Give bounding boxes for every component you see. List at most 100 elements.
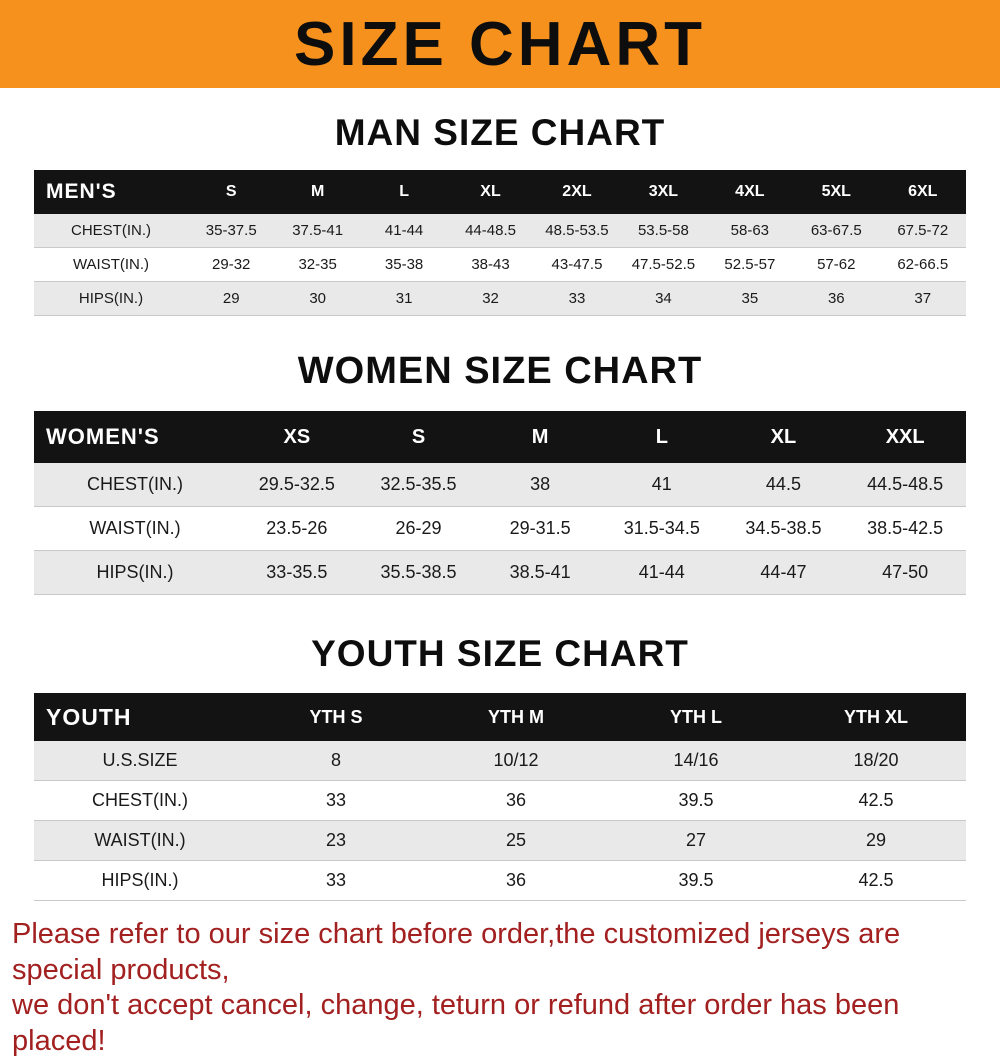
women-size-table: WOMEN'S XS S M L XL XXL CHEST(IN.) 29.5-…: [34, 411, 966, 595]
women-chart-heading: WOMEN SIZE CHART: [297, 350, 703, 392]
size-cell: 31.5-34.5: [623, 518, 700, 538]
women-table-label: WOMEN'S: [46, 424, 160, 449]
size-cell: 23.5-26: [266, 518, 328, 538]
youth-table-label: YOUTH: [46, 703, 132, 730]
size-column-header: XXL: [885, 425, 925, 448]
size-cell: 36: [827, 290, 845, 307]
size-cell: 35-38: [384, 256, 424, 273]
size-cell: 27: [685, 830, 707, 850]
size-cell: 29: [222, 290, 240, 307]
men-chest-row: CHEST(IN.) 35-37.5 37.5-41 41-44 44-48.5…: [34, 214, 966, 248]
size-cell: 52.5-57: [724, 256, 776, 273]
size-cell: 44-48.5: [465, 222, 516, 239]
size-cell: 42.5: [858, 790, 894, 810]
size-column-header: S: [225, 183, 237, 200]
size-cell: 14/16: [673, 750, 719, 770]
size-cell: 44.5-48.5: [867, 474, 944, 494]
size-cell: 8: [330, 750, 341, 770]
row-label: CHEST(IN.): [87, 474, 183, 494]
row-label: CHEST(IN.): [92, 790, 188, 810]
women-hips-row: HIPS(IN.) 33-35.5 35.5-38.5 38.5-41 41-4…: [34, 550, 966, 595]
size-cell: 33: [325, 870, 347, 890]
men-size-table: MEN'S S M L XL 2XL 3XL 4XL 5XL 6XL CHEST…: [34, 170, 966, 316]
size-cell: 33: [568, 290, 586, 307]
size-cell: 32.5-35.5: [380, 474, 457, 494]
row-label: U.S.SIZE: [102, 750, 178, 770]
size-column-header: 3XL: [648, 183, 679, 200]
size-column-header: XL: [770, 425, 797, 448]
size-cell: 36: [505, 790, 527, 810]
size-column-header: M: [531, 425, 549, 448]
size-cell: 38: [530, 474, 551, 494]
size-cell: 58-63: [730, 222, 770, 239]
women-header-row: WOMEN'S XS S M L XL XXL: [34, 411, 966, 463]
size-cell: 42.5: [858, 870, 894, 890]
size-cell: 41-44: [384, 222, 424, 239]
man-chart-heading: MAN SIZE CHART: [334, 112, 666, 153]
size-cell: 38-43: [471, 256, 510, 273]
size-cell: 38.5-42.5: [867, 518, 944, 538]
size-column-header: XS: [283, 425, 311, 448]
men-hips-row: HIPS(IN.) 29 30 31 32 33 34 35 36 37: [34, 281, 966, 316]
men-waist-row: WAIST(IN.) 29-32 32-35 35-38 38-43 43-47…: [34, 247, 966, 282]
size-cell: 10/12: [493, 750, 539, 770]
size-cell: 29.5-32.5: [258, 474, 335, 494]
size-column-header: YTH S: [309, 706, 363, 727]
size-cell: 25: [505, 830, 527, 850]
size-chart-banner: SIZE CHART: [0, 0, 1000, 88]
youth-chart-heading: YOUTH SIZE CHART: [311, 633, 689, 674]
size-cell: 41-44: [638, 562, 685, 582]
size-cell: 67.5-72: [897, 222, 949, 239]
row-label: HIPS(IN.): [101, 870, 179, 890]
size-column-header: 5XL: [821, 183, 851, 200]
youth-ussize-row: U.S.SIZE 8 10/12 14/16 18/20: [34, 741, 966, 781]
size-column-header: 4XL: [735, 183, 765, 200]
size-cell: 39.5: [678, 790, 714, 810]
size-cell: 57-62: [817, 256, 856, 273]
size-cell: 44-47: [760, 562, 807, 582]
size-cell: 48.5-53.5: [545, 222, 609, 239]
size-cell: 43-47.5: [551, 256, 603, 273]
size-cell: 26-29: [395, 518, 442, 538]
size-cell: 63-67.5: [810, 222, 862, 239]
size-cell: 31: [395, 290, 413, 307]
size-column-header: S: [411, 425, 426, 448]
youth-size-table: YOUTH YTH S YTH M YTH L YTH XL U.S.SIZE …: [34, 693, 966, 901]
size-column-header: 2XL: [562, 183, 592, 200]
size-cell: 35-37.5: [205, 222, 257, 239]
men-header-row: MEN'S S M L XL 2XL 3XL 4XL 5XL 6XL: [34, 170, 966, 214]
size-cell: 30: [309, 290, 326, 307]
size-cell: 18/20: [853, 750, 899, 770]
row-label: WAIST(IN.): [89, 518, 181, 538]
youth-hips-row: HIPS(IN.) 33 36 39.5 42.5: [34, 860, 966, 901]
size-cell: 29: [865, 830, 887, 850]
size-column-header: XL: [480, 183, 501, 200]
footer-note-line2: we don't accept cancel, change, teturn o…: [12, 989, 900, 1057]
footer-note: Please refer to our size chart before or…: [12, 917, 992, 1060]
size-column-header: M: [310, 183, 325, 200]
size-cell: 62-66.5: [897, 256, 949, 273]
size-column-header: YTH M: [488, 706, 544, 727]
size-column-header: YTH L: [670, 706, 722, 727]
youth-chest-row: CHEST(IN.) 33 36 39.5 42.5: [34, 780, 966, 821]
size-cell: 33: [325, 790, 347, 810]
women-waist-row: WAIST(IN.) 23.5-26 26-29 29-31.5 31.5-34…: [34, 506, 966, 551]
size-cell: 23: [325, 830, 347, 850]
size-cell: 38.5-41: [509, 562, 571, 582]
size-cell: 32: [482, 290, 499, 307]
footer-note-line1: Please refer to our size chart before or…: [12, 918, 901, 986]
youth-header-row: YOUTH YTH S YTH M YTH L YTH XL: [34, 693, 966, 741]
row-label: WAIST(IN.): [72, 256, 150, 273]
men-table-label: MEN'S: [46, 180, 117, 203]
size-cell: 37: [914, 290, 932, 307]
size-cell: 37.5-41: [292, 222, 344, 239]
size-cell: 34.5-38.5: [745, 518, 822, 538]
size-cell: 53.5-58: [637, 222, 689, 239]
size-column-header: YTH XL: [843, 706, 908, 727]
size-cell: 34: [655, 290, 672, 307]
size-cell: 44.5: [765, 474, 801, 494]
size-cell: 47-50: [882, 562, 929, 582]
size-cell: 29-32: [212, 256, 251, 273]
size-cell: 36: [505, 870, 527, 890]
size-cell: 33-35.5: [266, 562, 328, 582]
